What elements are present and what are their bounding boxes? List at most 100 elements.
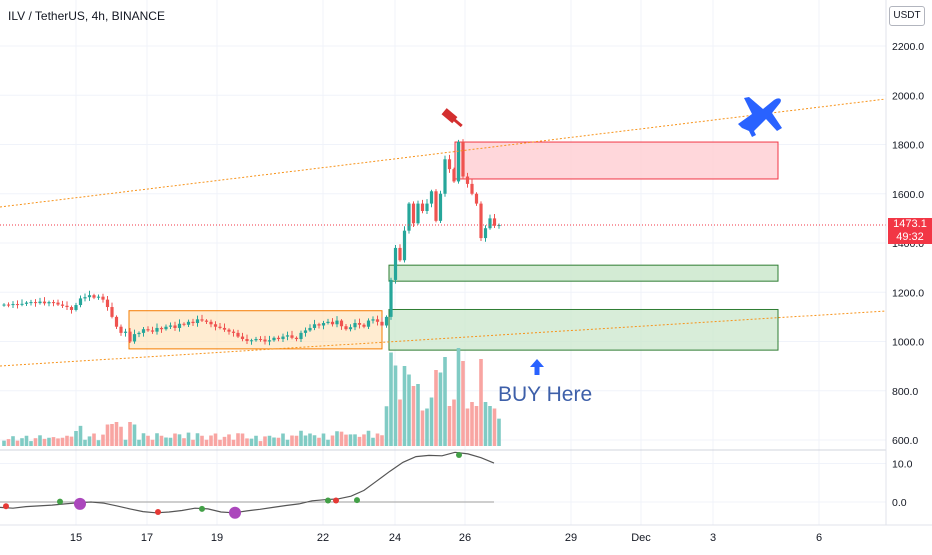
volume-bar xyxy=(294,435,299,446)
candle-body xyxy=(461,142,465,177)
chart-title: ILV / TetherUS, 4h, BINANCE xyxy=(8,9,165,23)
last-price-label: 1473.1 xyxy=(893,217,927,230)
y-tick-label: 1000.0 xyxy=(892,337,924,349)
candle-body xyxy=(371,319,375,321)
candle-body xyxy=(420,203,425,211)
volume-bar xyxy=(168,437,173,446)
volume-bar xyxy=(87,436,92,446)
candle-body xyxy=(402,230,407,261)
volume-bar xyxy=(222,436,227,446)
candle-body xyxy=(236,332,240,337)
candle-body xyxy=(96,296,101,298)
volume-bar xyxy=(407,374,411,446)
volume-bar xyxy=(312,435,317,446)
volume-bar xyxy=(470,402,474,446)
candle-body xyxy=(186,321,191,325)
volume-bar xyxy=(119,426,123,446)
candle-body xyxy=(204,320,209,322)
volume-bar xyxy=(182,438,186,446)
volume-bar xyxy=(263,436,267,446)
candle-body xyxy=(29,302,33,304)
volume-bar xyxy=(200,435,204,446)
volume-bar xyxy=(2,440,6,446)
volume-bar xyxy=(186,432,191,446)
candle-body xyxy=(438,193,443,221)
trendlines xyxy=(0,98,887,367)
volume-bar xyxy=(191,439,195,446)
sell-zone xyxy=(454,141,779,180)
candle-body xyxy=(155,327,159,332)
volume-bar xyxy=(150,439,155,446)
range-box xyxy=(128,310,383,350)
volume-bar xyxy=(218,439,222,446)
candle-body xyxy=(222,327,227,330)
volume-bar xyxy=(321,433,326,446)
volume-bar xyxy=(105,424,110,446)
volume-bar xyxy=(375,433,380,446)
candle-body xyxy=(173,325,177,328)
candle-body xyxy=(335,320,339,325)
candle-body xyxy=(393,247,398,280)
volume-bar xyxy=(303,435,308,446)
volume-bar xyxy=(146,435,150,446)
osc-signal-dot xyxy=(354,497,360,504)
candle-body xyxy=(330,321,335,325)
osc-signal-dot xyxy=(199,505,205,512)
volume-bar xyxy=(56,438,60,446)
candle-body xyxy=(380,321,384,326)
candle-body xyxy=(474,193,479,204)
volume-bar xyxy=(420,410,425,446)
candle-body xyxy=(218,326,222,328)
candle-body xyxy=(245,339,249,342)
x-tick-label: 24 xyxy=(389,532,401,544)
volume-bar xyxy=(231,439,236,446)
candle-body xyxy=(146,329,150,331)
volume-bar xyxy=(488,406,492,446)
volume-bar xyxy=(254,435,258,446)
volume-bar xyxy=(402,366,407,446)
candle-body xyxy=(425,203,429,211)
candle-body xyxy=(326,321,330,324)
candle-body xyxy=(74,305,78,310)
volume-bar xyxy=(281,433,285,446)
candle-body xyxy=(11,304,15,306)
buy-zone-upper xyxy=(388,264,779,282)
candle-body xyxy=(20,303,24,305)
currency-button[interactable]: USDT xyxy=(889,6,925,26)
volume-bar xyxy=(366,430,371,446)
buy-here-label: BUY Here xyxy=(498,383,593,406)
volume-bar xyxy=(173,433,177,446)
volume-bar xyxy=(389,352,393,446)
candle-body xyxy=(177,323,182,328)
zones xyxy=(128,141,779,351)
volume-bar xyxy=(65,435,69,446)
volume-bar xyxy=(42,438,47,446)
airplane-icon xyxy=(738,97,782,137)
volume-bar xyxy=(51,437,56,446)
candle-body xyxy=(411,203,416,224)
x-tick-label: 26 xyxy=(459,532,471,544)
candle-body xyxy=(447,159,452,170)
volume-bar xyxy=(447,406,452,446)
candle-body xyxy=(272,337,276,341)
candle-body xyxy=(60,304,65,306)
volume-bar xyxy=(416,384,420,446)
candle-body xyxy=(240,336,245,340)
x-tick-label: 6 xyxy=(816,532,822,544)
volume-bar xyxy=(132,424,137,446)
candle-body xyxy=(42,301,47,304)
osc-y-tick-label: 0.0 xyxy=(892,497,907,509)
volume-bar xyxy=(285,439,290,446)
volume-bar xyxy=(483,402,488,446)
volume-bar xyxy=(258,441,263,446)
candle-body xyxy=(276,337,281,340)
volume-bar xyxy=(398,399,402,446)
volume-bar xyxy=(15,440,20,446)
candle-body xyxy=(443,159,447,194)
candle-body xyxy=(168,325,173,327)
y-tick-label: 1800.0 xyxy=(892,140,924,152)
volume-bar xyxy=(240,433,245,446)
candle-body xyxy=(344,326,348,330)
